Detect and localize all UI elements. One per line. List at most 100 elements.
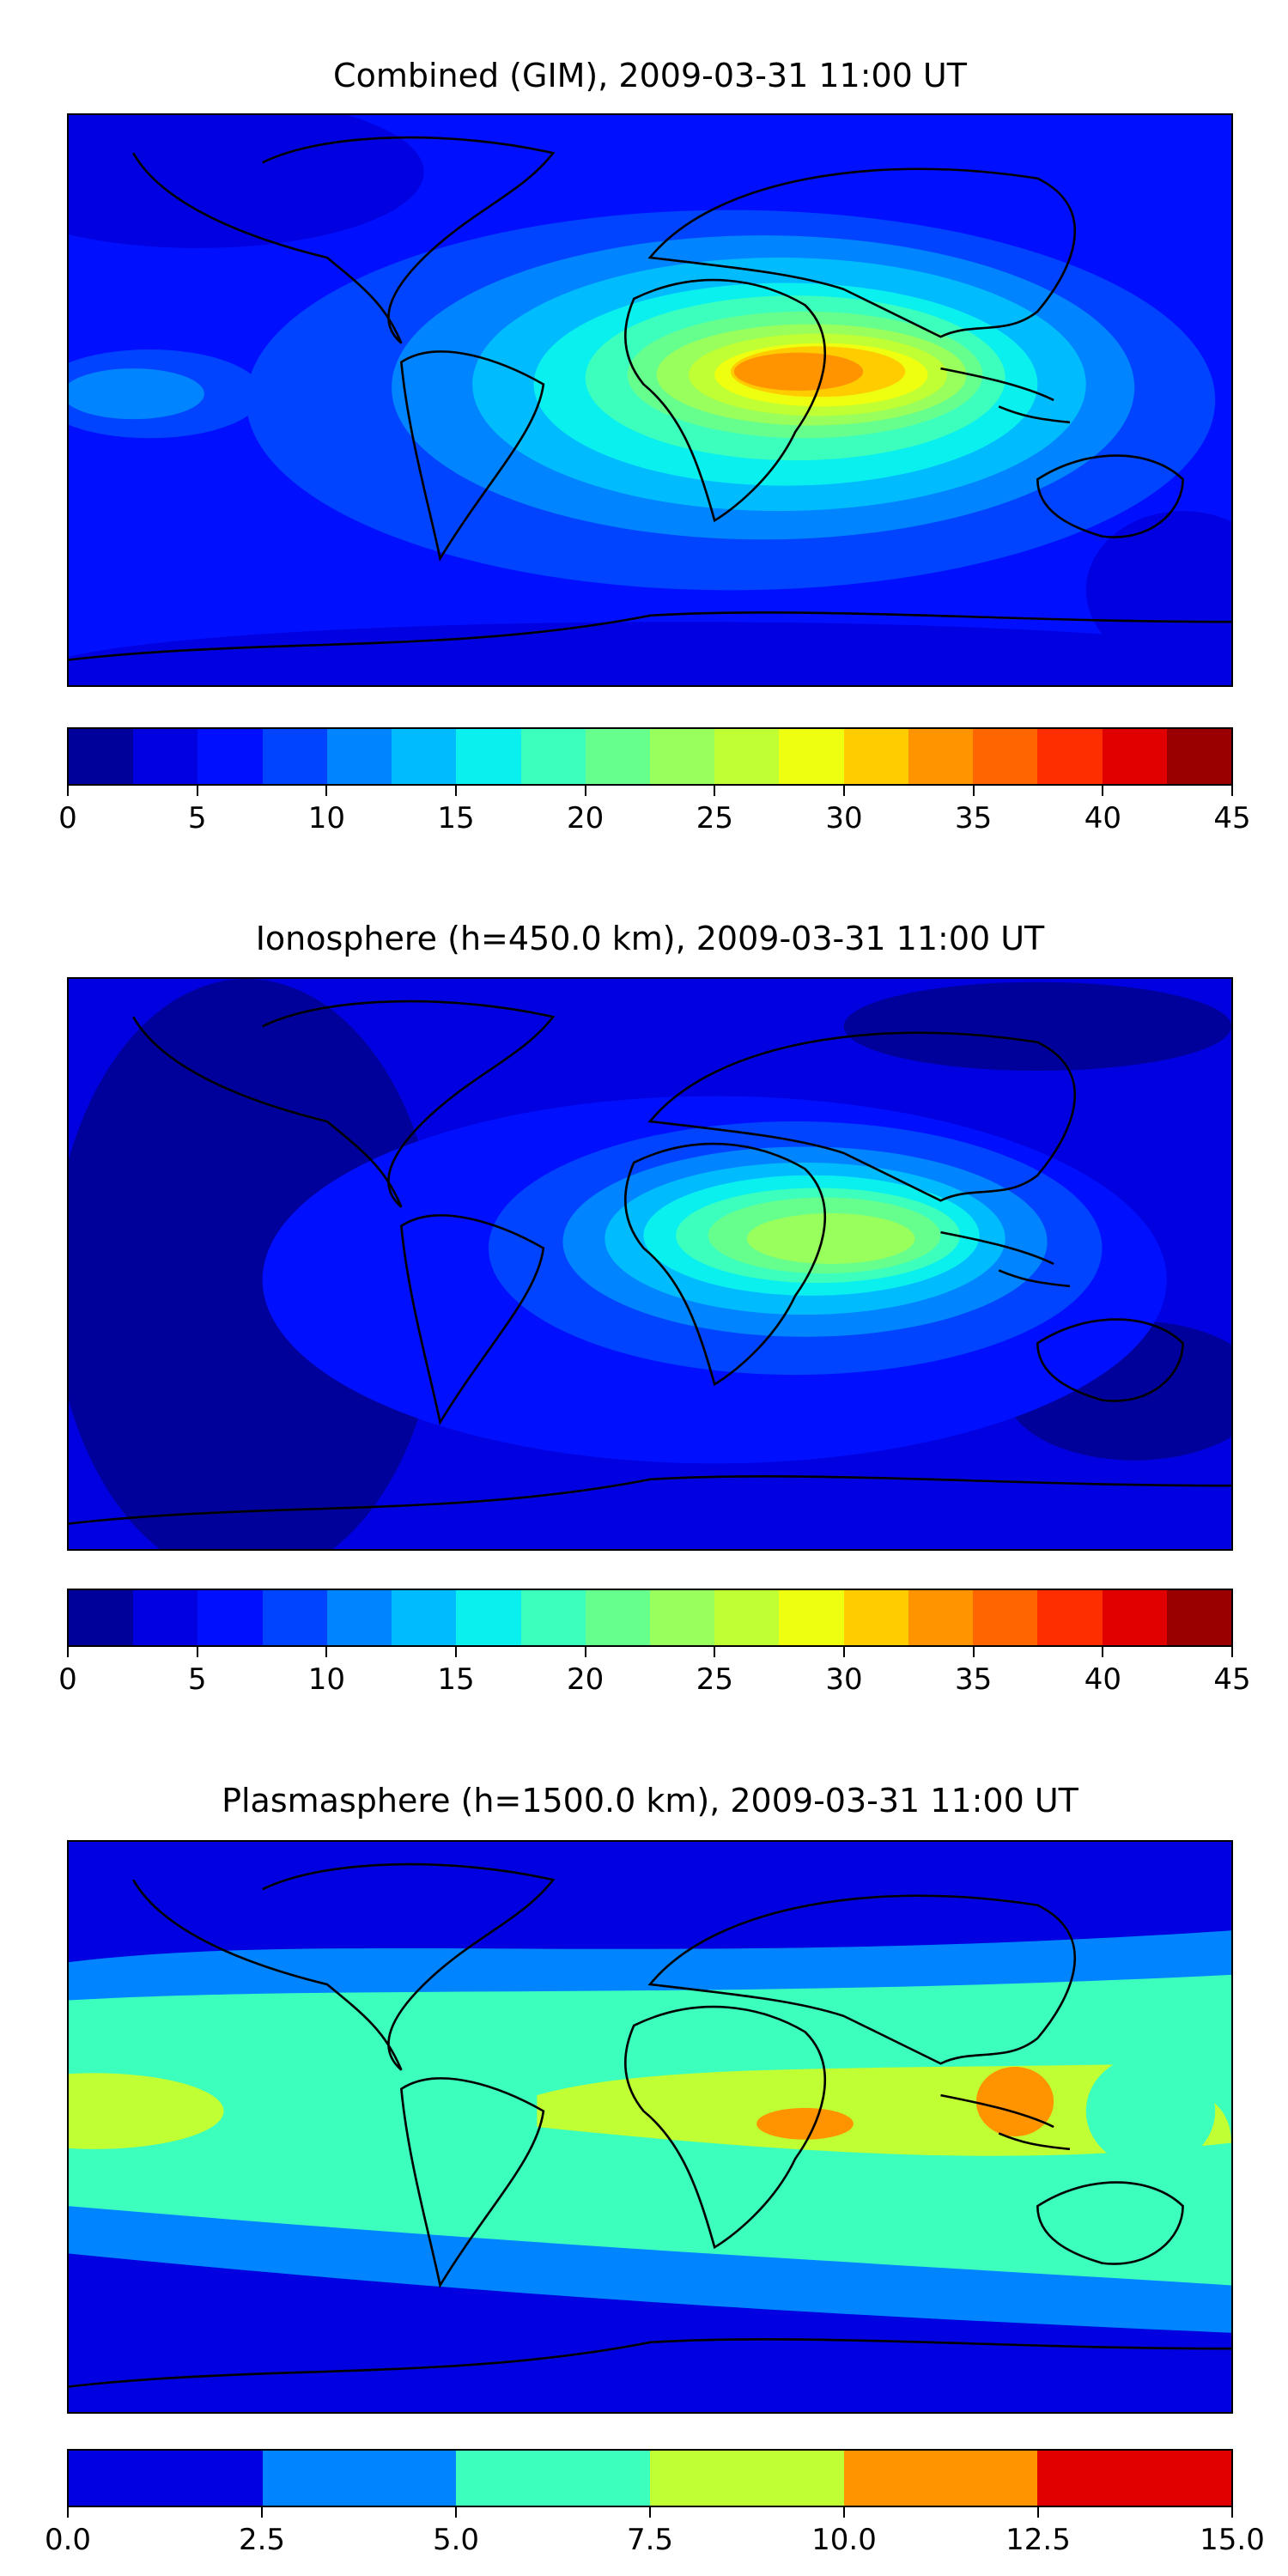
- colorbar-tick-mark: [843, 1647, 845, 1657]
- colorbar-tick-mark: [196, 1647, 198, 1657]
- colorbar-level-10: [714, 1590, 780, 1645]
- colorbar-tick-label: 40: [1084, 801, 1121, 835]
- colorbar-level-6: [456, 729, 521, 784]
- colorbar-level-13: [908, 729, 974, 784]
- colorbar-level-15: [1037, 1590, 1103, 1645]
- contour-ionosphere: [69, 979, 1231, 1549]
- colorbar-level-9: [649, 1590, 715, 1645]
- colorbar-level-5: [392, 1590, 457, 1645]
- colorbar-tick-label: 0.0: [44, 2523, 92, 2557]
- colorbar-ionosphere: [67, 1589, 1233, 1647]
- colorbar-level-0: [69, 729, 134, 784]
- colorbar-level-2: [197, 1590, 263, 1645]
- colorbar-tick-label: 5: [187, 801, 207, 835]
- chart-title-plasmasphere: Plasmasphere (h=1500.0 km), 2009-03-31 1…: [222, 1782, 1078, 1820]
- colorbar-level-8: [585, 1590, 650, 1645]
- colorbar-ticks-ionosphere: 0 5 10 15 20 25 30 35 40 45: [58, 1647, 1251, 1698]
- colorbar-ticks-combined: 0 5 10 15 20 25 30 35 40 45: [58, 786, 1251, 837]
- colorbar-level-14: [973, 729, 1038, 784]
- colorbar-level-1: [262, 2451, 457, 2506]
- colorbar-tick-mark: [67, 2507, 69, 2518]
- map-plasmasphere: [67, 1840, 1233, 2414]
- colorbar-level-9: [649, 729, 715, 784]
- colorbar-level-11: [779, 1590, 844, 1645]
- colorbar-tick-mark: [843, 2507, 845, 2518]
- colorbar-tick-mark: [972, 786, 975, 796]
- colorbar-tick-mark: [584, 1647, 586, 1657]
- colorbar-tick-mark: [972, 1647, 975, 1657]
- chart-title-ionosphere: Ionosphere (h=450.0 km), 2009-03-31 11:0…: [255, 920, 1045, 957]
- colorbar-tick-label: 2.5: [238, 2523, 286, 2557]
- colorbar-level-14: [973, 1590, 1038, 1645]
- colorbar-level-16: [1102, 729, 1167, 784]
- colorbar-tick-label: 15: [437, 1662, 475, 1697]
- colorbar-tick-mark: [455, 2507, 457, 2518]
- colorbar-tick-mark: [584, 786, 586, 796]
- colorbar-level-13: [908, 1590, 974, 1645]
- colorbar-plasmasphere: [67, 2449, 1233, 2507]
- colorbar-tick-label: 45: [1213, 1662, 1251, 1697]
- colorbar-tick-label: 0: [58, 801, 77, 835]
- colorbar-level-2: [456, 2451, 651, 2506]
- colorbar-tick-label: 10: [307, 1662, 345, 1697]
- colorbar-level-0: [69, 2451, 263, 2506]
- colorbar-tick-mark: [67, 786, 69, 796]
- colorbar-level-7: [520, 1590, 586, 1645]
- colorbar-level-15: [1037, 729, 1103, 784]
- colorbar-level-16: [1102, 1590, 1167, 1645]
- colorbar-tick-label: 25: [696, 801, 733, 835]
- colorbar-tick-mark: [67, 1647, 69, 1657]
- colorbar-tick-label: 5.0: [432, 2523, 480, 2557]
- colorbar-level-17: [1166, 1590, 1231, 1645]
- colorbar-tick-label: 15: [437, 801, 475, 835]
- colorbar-level-3: [262, 1590, 327, 1645]
- colorbar-tick-mark: [1102, 1647, 1104, 1657]
- chart-title-combined: Combined (GIM), 2009-03-31 11:00 UT: [333, 57, 967, 94]
- colorbar-level-5: [1037, 2451, 1232, 2506]
- colorbar-tick-label: 15.0: [1200, 2523, 1265, 2557]
- colorbar-tick-mark: [455, 786, 457, 796]
- colorbar-level-5: [392, 729, 457, 784]
- colorbar-tick-label: 45: [1213, 801, 1251, 835]
- colorbar-level-11: [779, 729, 844, 784]
- colorbar-tick-mark: [455, 1647, 457, 1657]
- colorbar-level-3: [650, 2451, 844, 2506]
- colorbar-level-12: [843, 1590, 908, 1645]
- colorbar-level-17: [1166, 729, 1231, 784]
- colorbar-tick-label: 0: [58, 1662, 77, 1697]
- colorbar-level-7: [520, 729, 586, 784]
- colorbar-level-4: [326, 729, 392, 784]
- colorbar-level-0: [69, 1590, 134, 1645]
- colorbar-level-3: [262, 729, 327, 784]
- colorbar-tick-label: 7.5: [626, 2523, 674, 2557]
- colorbar-tick-mark: [325, 786, 328, 796]
- colorbar-tick-label: 35: [955, 801, 993, 835]
- colorbar-tick-label: 12.5: [1005, 2523, 1071, 2557]
- colorbar-tick-label: 25: [696, 1662, 733, 1697]
- colorbar-tick-label: 30: [825, 1662, 863, 1697]
- colorbar-tick-mark: [1102, 786, 1104, 796]
- colorbar-tick-label: 20: [567, 801, 605, 835]
- colorbar-tick-mark: [1231, 2507, 1233, 2518]
- colorbar-tick-label: 5: [187, 1662, 207, 1697]
- colorbar-tick-label: 20: [567, 1662, 605, 1697]
- colorbar-ticks-plasmasphere: 0.0 2.5 5.0 7.5 10.0 12.5 15.0: [45, 2507, 1265, 2559]
- colorbar-tick-mark: [1037, 2507, 1039, 2518]
- colorbar-level-4: [843, 2451, 1038, 2506]
- contour-plasmasphere: [69, 1842, 1231, 2412]
- colorbar-level-1: [133, 1590, 198, 1645]
- colorbar-tick-label: 35: [955, 1662, 993, 1697]
- colorbar-level-8: [585, 729, 650, 784]
- colorbar-tick-mark: [1231, 1647, 1233, 1657]
- colorbar-tick-mark: [714, 1647, 716, 1657]
- colorbar-tick-mark: [843, 786, 845, 796]
- colorbar-level-2: [197, 729, 263, 784]
- colorbar-tick-mark: [714, 786, 716, 796]
- colorbar-tick-mark: [649, 2507, 651, 2518]
- colorbar-level-1: [133, 729, 198, 784]
- colorbar-tick-mark: [325, 1647, 328, 1657]
- colorbar-tick-mark: [261, 2507, 263, 2518]
- colorbar-level-6: [456, 1590, 521, 1645]
- contour-combined: [69, 115, 1231, 685]
- colorbar-combined: [67, 727, 1233, 786]
